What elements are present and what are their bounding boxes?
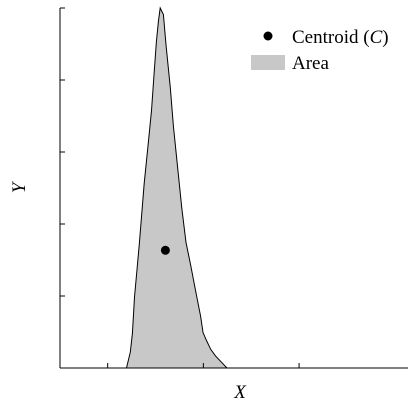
legend-centroid-label: Centroid (C) [292, 27, 389, 48]
area-shape [125, 6, 229, 369]
axes [59, 7, 408, 369]
legend-area-label: Area [292, 53, 329, 74]
y-axis-label: Y [9, 180, 30, 193]
x-axis-ticks [107, 363, 300, 368]
legend: Centroid (C) Area [251, 27, 389, 74]
plot-area [125, 6, 229, 369]
legend-centroid-marker [263, 31, 273, 41]
centroid-point [160, 245, 170, 255]
y-axis-ticks [60, 7, 65, 297]
x-axis-label: X [233, 382, 247, 403]
legend-area-swatch [251, 55, 285, 70]
